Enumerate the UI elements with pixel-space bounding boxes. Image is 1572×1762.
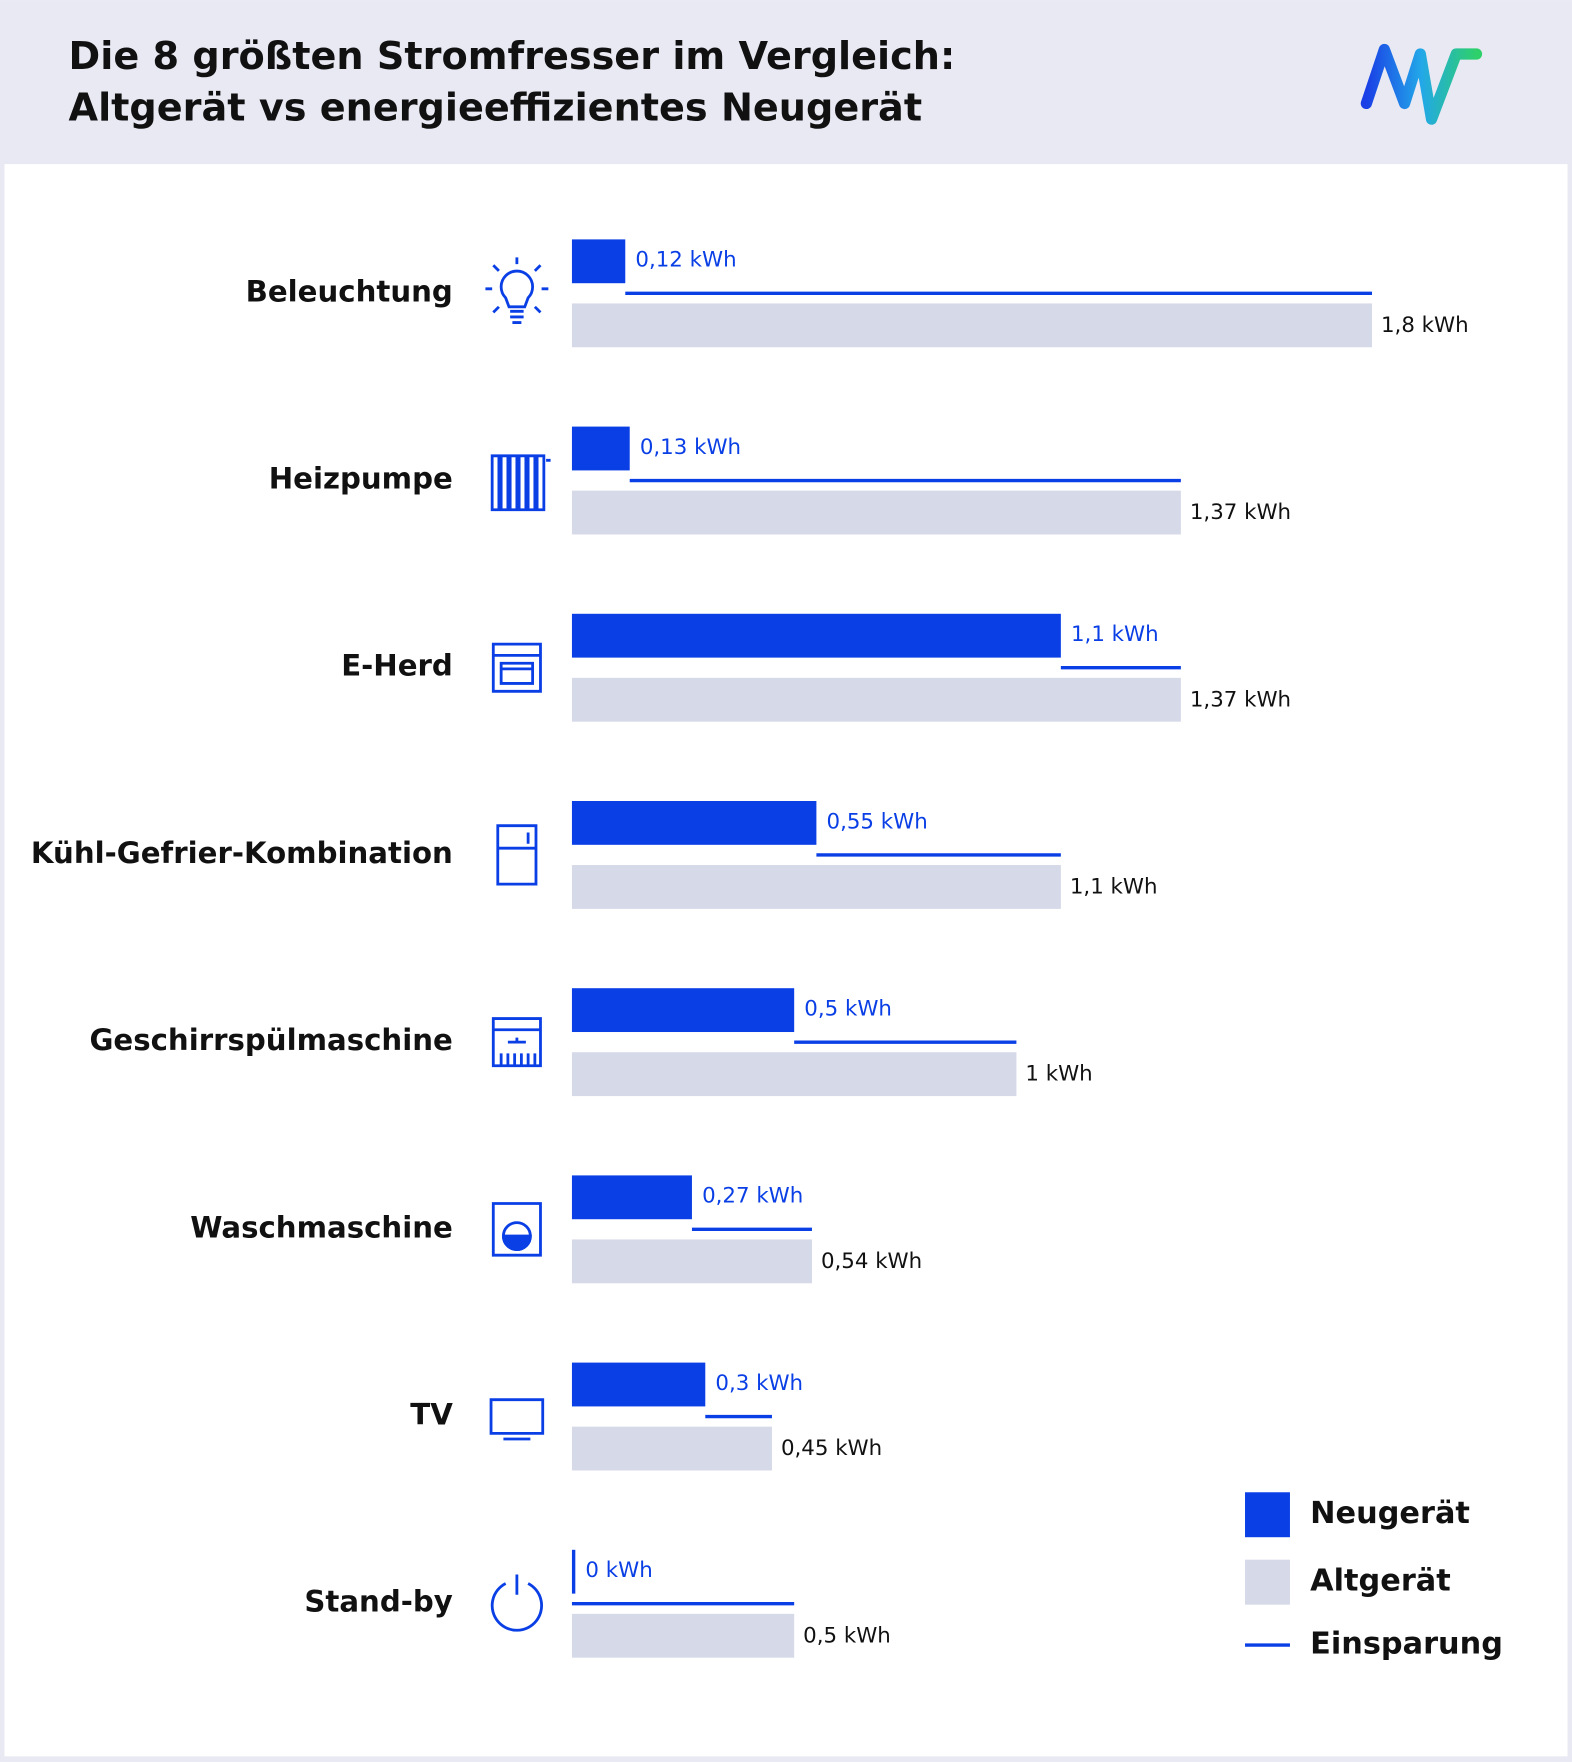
category-label: TV	[410, 1398, 453, 1432]
legend-swatch	[1245, 1492, 1290, 1538]
bar-new	[571, 1362, 706, 1407]
legend-label: Einsparung	[1310, 1627, 1503, 1662]
value-label-new: 0,27 kWh	[702, 1184, 803, 1209]
panel	[4, 164, 1568, 1757]
value-label-old: 1,1 kWh	[1070, 875, 1158, 900]
bar-old	[571, 1426, 772, 1471]
value-label-new: 0,13 kWh	[640, 435, 741, 460]
legend-label: Altgerät	[1310, 1564, 1451, 1599]
icon-part	[496, 824, 538, 886]
category-icon	[496, 824, 538, 886]
icon-part	[501, 1234, 532, 1251]
bar-old	[571, 1052, 1017, 1097]
value-label-old: 0,54 kWh	[821, 1249, 922, 1274]
logo	[1360, 43, 1483, 125]
icon-part	[485, 257, 549, 324]
bar-old	[571, 303, 1372, 348]
bar-old	[571, 490, 1181, 535]
category-label: Beleuchtung	[246, 274, 453, 308]
value-label-new: 0,12 kWh	[635, 248, 736, 273]
category-icon	[489, 1398, 545, 1441]
category-label: Stand-by	[304, 1585, 452, 1619]
category-icon	[490, 454, 551, 512]
legend-swatch	[1245, 1559, 1290, 1605]
bar-new	[571, 800, 817, 845]
category-icon	[485, 257, 549, 324]
category-icon	[490, 1574, 543, 1632]
category-icon	[491, 1202, 542, 1257]
category-icon	[491, 642, 542, 693]
value-label-old: 1 kWh	[1025, 1062, 1092, 1087]
value-label-new: 0,5 kWh	[804, 997, 892, 1022]
category-label: Kühl-Gefrier-Kombination	[31, 836, 453, 870]
value-label-old: 0,5 kWh	[803, 1623, 891, 1648]
bar-new	[571, 239, 626, 284]
value-label-old: 1,8 kWh	[1381, 313, 1469, 338]
value-label-new: 0,3 kWh	[715, 1371, 803, 1396]
bar-old	[571, 865, 1061, 909]
bar-old	[571, 677, 1181, 722]
icon-part	[490, 1574, 543, 1632]
icon-part	[491, 642, 542, 693]
bar-new	[571, 1175, 692, 1220]
value-label-old: 0,45 kWh	[781, 1436, 882, 1461]
category-label: E-Herd	[341, 649, 453, 683]
category-icon	[491, 1017, 542, 1068]
bar-new	[571, 426, 630, 471]
bar-old	[571, 1239, 812, 1284]
bar-new	[571, 613, 1061, 658]
bar-new	[571, 988, 795, 1033]
value-label-new: 0,55 kWh	[827, 809, 928, 834]
icon-part	[490, 454, 551, 512]
value-label-old: 1,37 kWh	[1190, 500, 1291, 525]
category-label: Waschmaschine	[190, 1210, 453, 1244]
value-label-old: 1,37 kWh	[1190, 687, 1291, 712]
chart-title: Die 8 größten Stromfresser im Vergleich:	[69, 35, 956, 79]
icon-part	[491, 1017, 542, 1068]
legend-label: Neugerät	[1310, 1496, 1470, 1531]
bar-new	[571, 1549, 576, 1594]
chart-title: Altgerät vs energieeffizientes Neugerät	[69, 87, 923, 131]
category-label: Heizpumpe	[269, 462, 453, 496]
value-label-new: 1,1 kWh	[1071, 622, 1159, 647]
category-label: Geschirrspülmaschine	[89, 1023, 452, 1057]
icon-part	[489, 1398, 545, 1441]
value-label-new: 0 kWh	[585, 1558, 652, 1583]
bar-old	[571, 1613, 795, 1658]
